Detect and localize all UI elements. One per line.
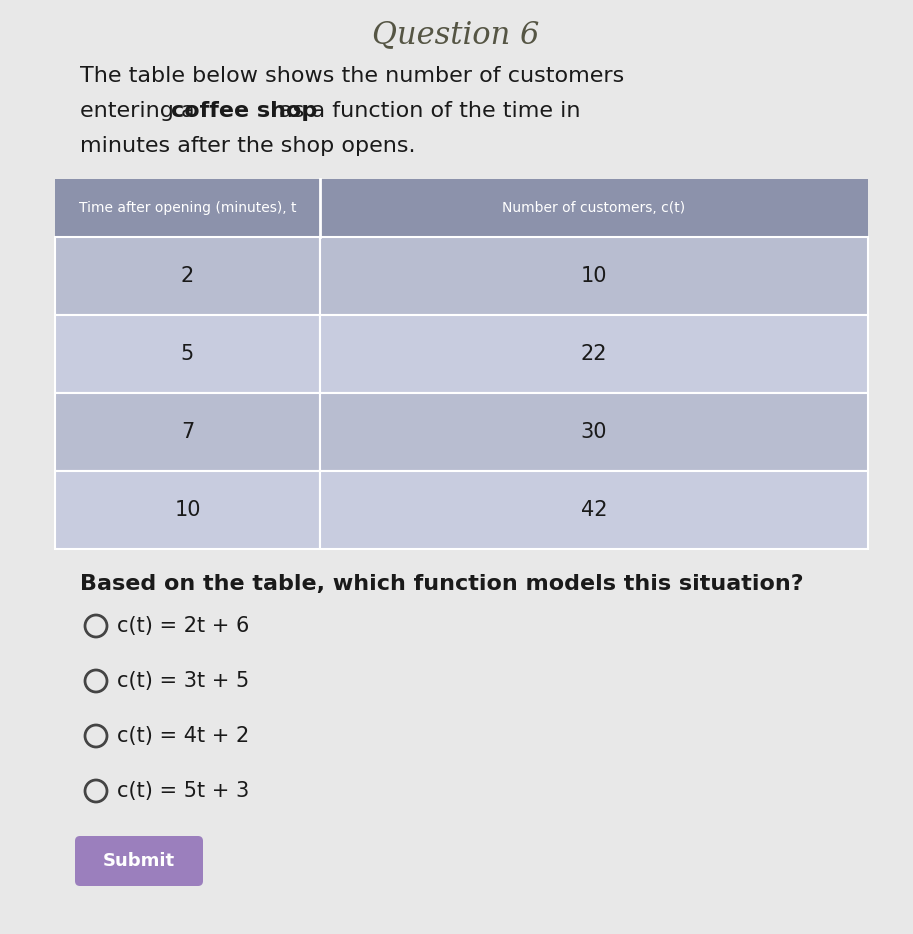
Text: Based on the table, which function models this situation?: Based on the table, which function model…: [80, 574, 803, 594]
Text: 10: 10: [581, 266, 607, 286]
Text: 30: 30: [581, 422, 607, 442]
Text: entering a: entering a: [80, 101, 202, 121]
FancyBboxPatch shape: [75, 836, 203, 886]
FancyBboxPatch shape: [320, 471, 868, 549]
Text: 22: 22: [581, 344, 607, 364]
Text: c(t) = 4t + 2: c(t) = 4t + 2: [117, 726, 249, 746]
FancyBboxPatch shape: [55, 315, 320, 393]
FancyBboxPatch shape: [320, 393, 868, 471]
FancyBboxPatch shape: [55, 471, 320, 549]
Text: Number of customers, c(t): Number of customers, c(t): [502, 201, 686, 215]
Text: c(t) = 5t + 3: c(t) = 5t + 3: [117, 781, 249, 801]
Text: Question 6: Question 6: [373, 19, 540, 50]
Text: minutes after the shop opens.: minutes after the shop opens.: [80, 136, 415, 156]
Text: 42: 42: [581, 500, 607, 520]
Text: 7: 7: [181, 422, 194, 442]
FancyBboxPatch shape: [55, 179, 868, 237]
Text: 2: 2: [181, 266, 194, 286]
Text: Time after opening (minutes), t: Time after opening (minutes), t: [79, 201, 296, 215]
FancyBboxPatch shape: [55, 237, 320, 315]
Text: 10: 10: [174, 500, 201, 520]
Text: The table below shows the number of customers: The table below shows the number of cust…: [80, 66, 624, 86]
Text: Submit: Submit: [103, 852, 175, 870]
Text: c(t) = 2t + 6: c(t) = 2t + 6: [117, 616, 249, 636]
Text: 5: 5: [181, 344, 194, 364]
FancyBboxPatch shape: [320, 315, 868, 393]
Text: c(t) = 3t + 5: c(t) = 3t + 5: [117, 671, 249, 691]
Text: coffee shop: coffee shop: [172, 101, 318, 121]
FancyBboxPatch shape: [320, 237, 868, 315]
Text: as a function of the time in: as a function of the time in: [272, 101, 581, 121]
FancyBboxPatch shape: [55, 393, 320, 471]
